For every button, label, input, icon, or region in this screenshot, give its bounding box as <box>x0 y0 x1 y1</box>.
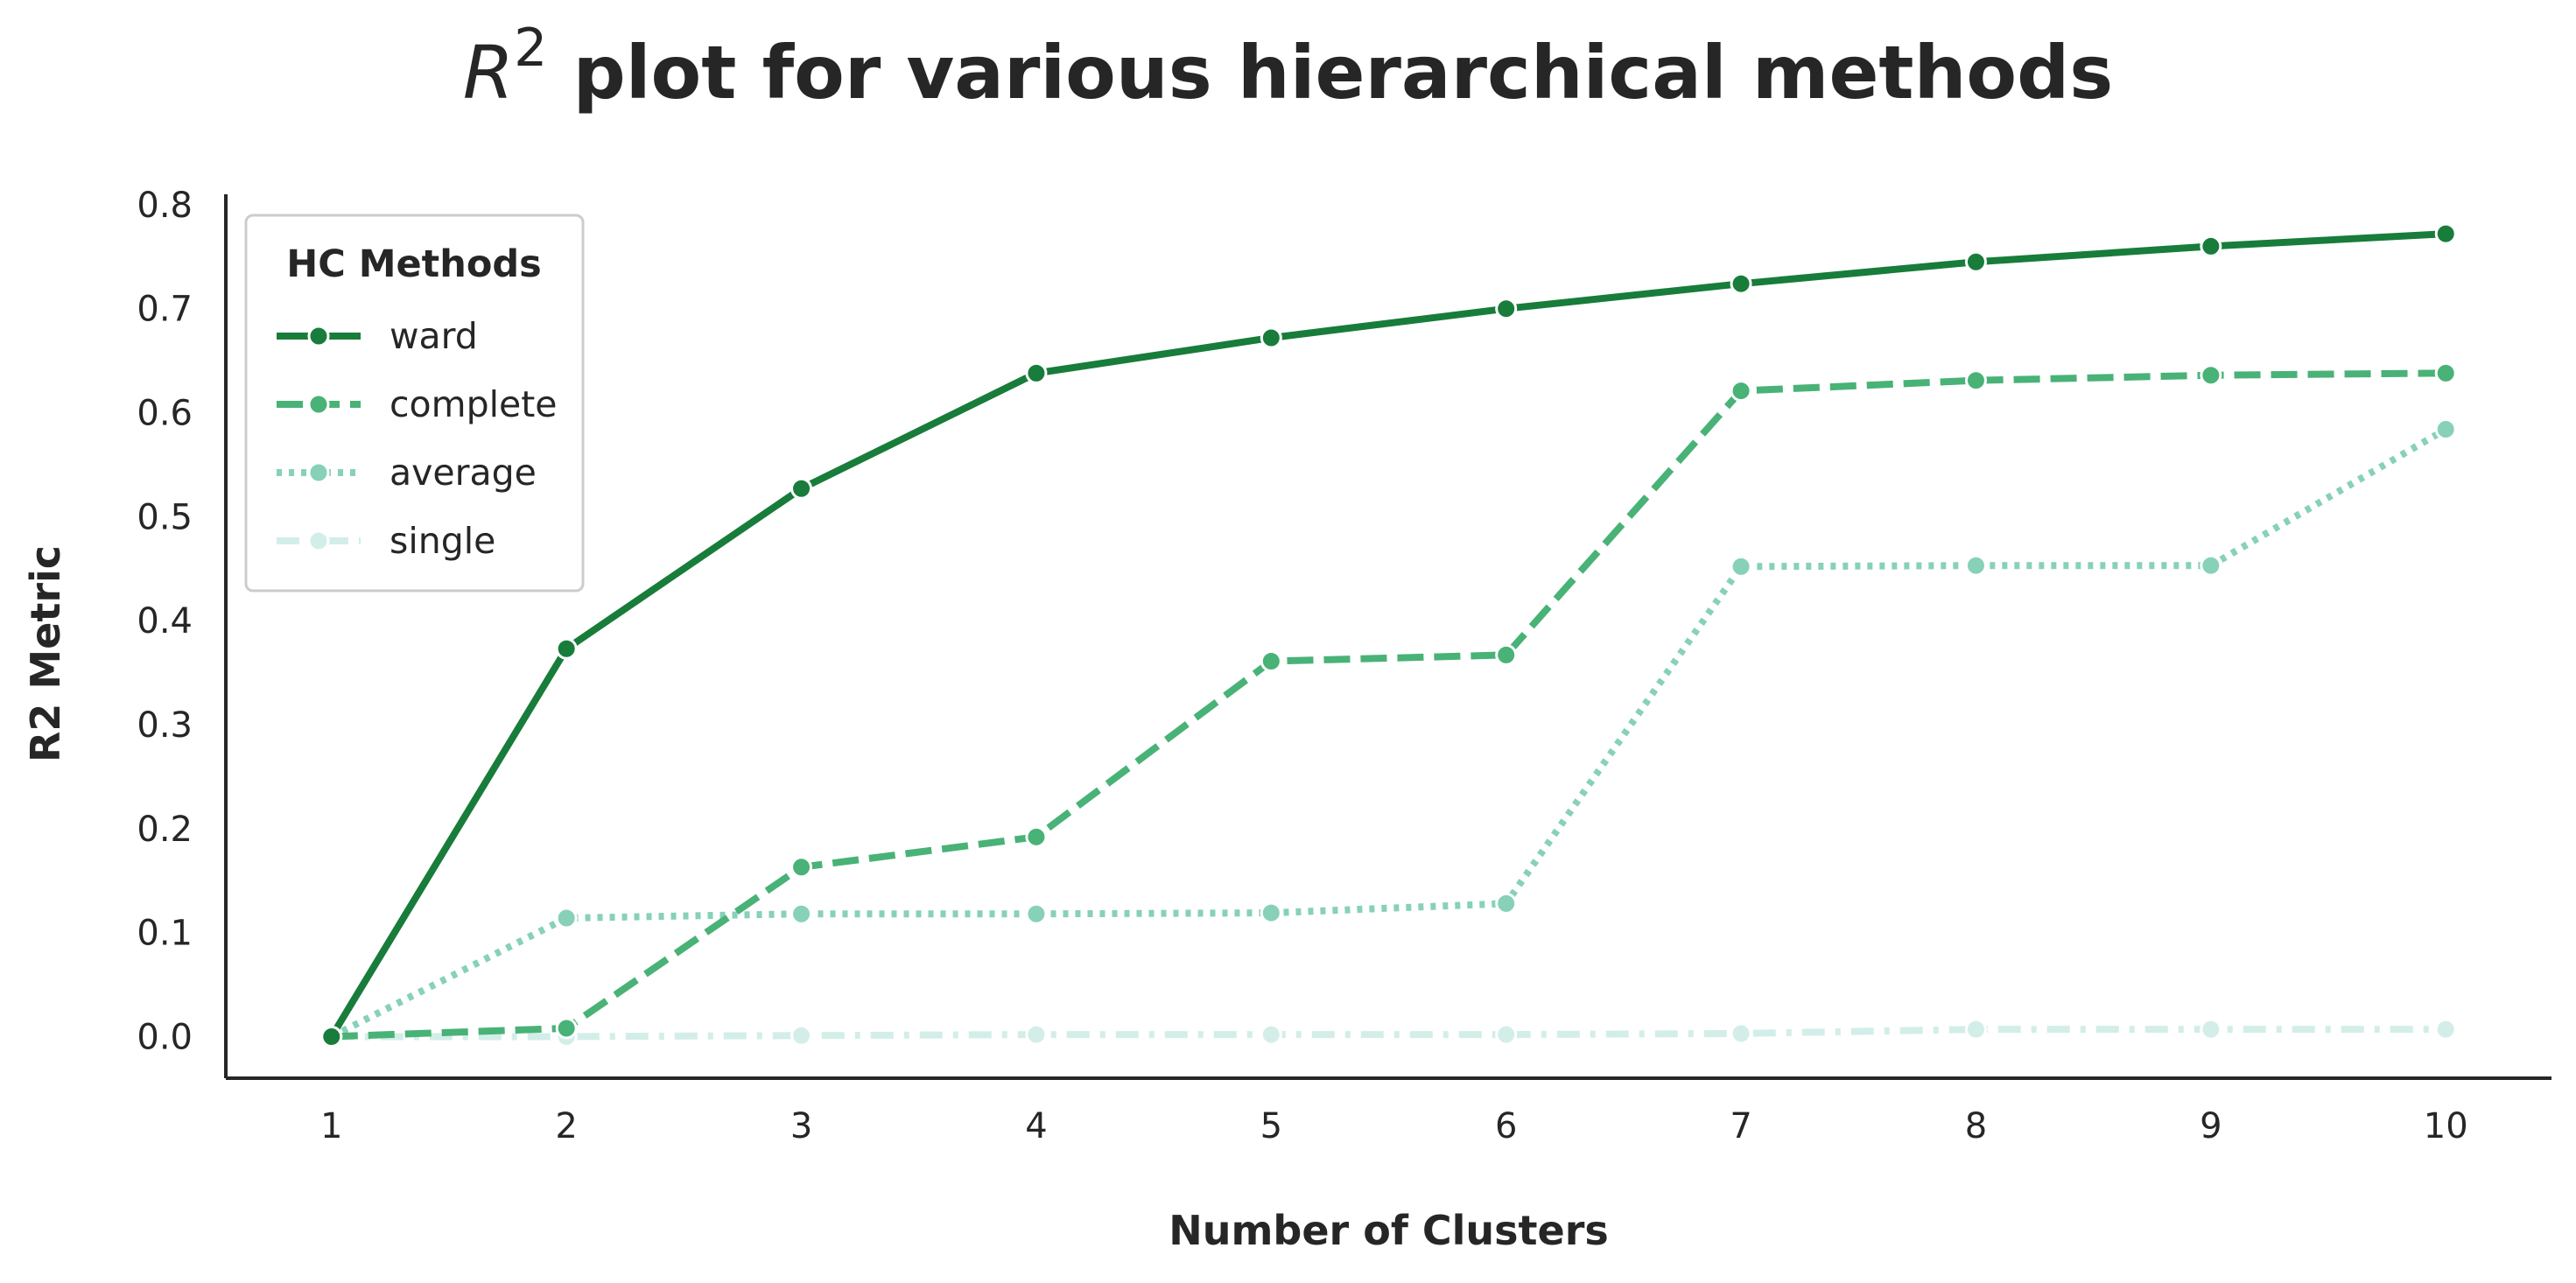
y-tick-label: 0.5 <box>137 497 193 537</box>
data-point-complete <box>2434 361 2457 384</box>
y-tick-label: 0.6 <box>137 394 193 434</box>
legend-marker-ward <box>307 325 330 347</box>
y-tick-label: 0.3 <box>137 705 193 746</box>
x-tick-label: 8 <box>1965 1106 1987 1146</box>
data-point-complete <box>2200 364 2222 387</box>
title-math-symbol: R <box>462 30 515 116</box>
x-tick-label: 1 <box>320 1106 342 1146</box>
data-point-ward <box>1730 272 1752 295</box>
data-point-complete <box>1260 650 1282 673</box>
data-point-complete <box>1025 825 1048 848</box>
y-tick-label: 0.4 <box>137 601 193 642</box>
x-tick-label: 9 <box>2200 1106 2222 1146</box>
x-tick-label: 4 <box>1025 1106 1047 1146</box>
data-point-single <box>2200 1018 2222 1041</box>
data-point-average <box>2434 418 2457 441</box>
data-point-average <box>1730 555 1752 578</box>
y-tick-label: 0.8 <box>137 186 193 226</box>
legend-marker-average <box>307 461 330 484</box>
data-point-complete <box>555 1017 578 1040</box>
data-point-single <box>2434 1018 2457 1041</box>
data-point-complete <box>790 856 813 879</box>
x-axis-label: Number of Clusters <box>1169 1207 1609 1254</box>
y-tick-label: 0.0 <box>137 1017 193 1057</box>
series-complete <box>320 361 2457 1048</box>
x-tick-label: 7 <box>1730 1106 1751 1146</box>
data-point-ward <box>2434 222 2457 245</box>
data-point-average <box>1025 902 1048 925</box>
series-average <box>320 418 2457 1048</box>
x-tick-label: 10 <box>2424 1106 2468 1146</box>
data-point-ward <box>2200 235 2222 257</box>
title-superscript: 2 <box>514 18 548 79</box>
data-point-ward <box>1495 298 1518 320</box>
data-point-average <box>2200 554 2222 577</box>
data-point-single <box>790 1024 813 1047</box>
axes: 1 2 3 4 5 6 7 8 9 10 0.0 0.1 0.2 0.3 0.4 0.5 0.6 0.7 0.8 <box>137 186 2551 1146</box>
legend-label-complete: complete <box>390 383 558 425</box>
series-line-single <box>331 1026 2446 1041</box>
y-tick-label: 0.7 <box>137 290 193 330</box>
legend: HC Methods ward complete average single <box>244 214 585 592</box>
data-point-ward <box>320 1025 343 1048</box>
x-tick-label: 5 <box>1260 1106 1282 1146</box>
data-point-ward <box>1964 250 1987 273</box>
data-point-complete <box>1730 380 1752 403</box>
data-point-complete <box>1495 643 1518 666</box>
legend-title: HC Methods <box>286 242 542 286</box>
legend-label-ward: ward <box>390 315 478 357</box>
title-text: plot for various hierarchical methods <box>547 30 2114 116</box>
legend-label-average: average <box>390 452 537 494</box>
y-axis-label: R2 Metric <box>22 545 69 762</box>
series-line-ward <box>328 230 2446 1039</box>
y-tick-label: 0.2 <box>137 810 193 850</box>
legend-label-single: single <box>390 520 495 562</box>
data-point-single <box>1964 1018 1987 1041</box>
data-point-single <box>1730 1022 1752 1045</box>
data-point-single <box>1025 1023 1048 1046</box>
data-point-single <box>1495 1023 1518 1046</box>
data-point-ward <box>1260 326 1282 349</box>
series-line-average <box>329 426 2448 1041</box>
y-tick-label: 0.1 <box>137 914 193 954</box>
legend-marker-complete <box>307 393 330 416</box>
legend-box <box>244 214 585 592</box>
data-point-ward <box>555 637 578 660</box>
data-point-average <box>1260 901 1282 924</box>
data-point-ward <box>790 477 813 500</box>
data-point-average <box>790 902 813 925</box>
series-line-complete <box>331 369 2446 1041</box>
x-tick-label: 3 <box>790 1106 812 1146</box>
data-point-average <box>555 907 578 929</box>
data-point-average <box>1495 892 1518 915</box>
x-tick-label: 2 <box>555 1106 577 1146</box>
data-point-single <box>1260 1023 1282 1046</box>
data-point-average <box>1964 554 1987 577</box>
data-point-ward <box>1025 361 1048 384</box>
series-single <box>320 1018 2457 1048</box>
data-point-complete <box>1964 369 1987 392</box>
x-tick-label: 6 <box>1495 1106 1517 1146</box>
chart-title: R2 plot for various hierarchical methods <box>0 18 2576 116</box>
series-ward <box>320 222 2457 1048</box>
series-lines <box>320 222 2457 1048</box>
legend-marker-single <box>307 529 330 552</box>
